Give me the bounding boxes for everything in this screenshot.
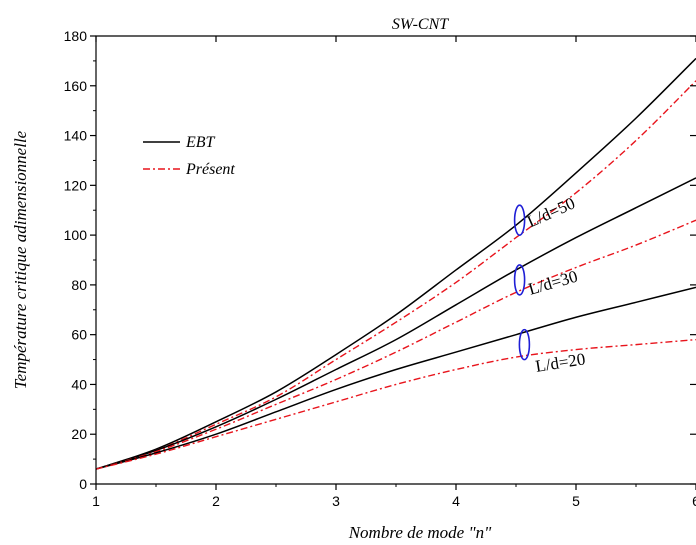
- legend-label: EBT: [185, 134, 216, 151]
- x-tick-label: 3: [332, 493, 340, 509]
- x-tick-label: 2: [212, 493, 220, 509]
- annotation-ellipse: [513, 204, 526, 236]
- y-tick-label: 40: [71, 376, 87, 392]
- y-tick-label: 60: [71, 327, 87, 343]
- annotation-label: L/d=30: [526, 267, 579, 299]
- annotation-ellipse: [518, 328, 531, 361]
- y-tick-label: 120: [64, 177, 88, 193]
- series-line-ld30-prsent: [96, 219, 696, 470]
- y-tick-label: 0: [79, 476, 87, 492]
- series-line-ld20-ebt: [96, 286, 696, 470]
- chart-title: SW-CNT: [392, 16, 449, 33]
- series-line-ld50-prsent: [96, 80, 696, 470]
- annotation-label: L/d=50: [524, 194, 578, 232]
- legend: EBT Présent: [143, 134, 235, 178]
- annotation-ellipse: [513, 264, 526, 296]
- legend-label: Présent: [185, 161, 235, 178]
- x-tick-label: 1: [92, 493, 100, 509]
- series-layer: [96, 57, 696, 470]
- axes-frame: [95, 35, 696, 485]
- y-tick-label: 160: [64, 78, 88, 94]
- series-line-ld30-ebt: [96, 177, 696, 470]
- annotation-layer: L/d=50L/d=30L/d=20: [513, 194, 587, 376]
- axes-layer: 123456020406080100120140160180: [64, 28, 696, 509]
- series-line-ld50-ebt: [96, 57, 696, 470]
- y-tick-label: 100: [64, 227, 88, 243]
- y-tick-label: 140: [64, 128, 88, 144]
- x-axis-title: Nombre de mode "n": [348, 523, 492, 542]
- y-tick-label: 80: [71, 277, 87, 293]
- series-line-ld20-prsent: [96, 338, 696, 470]
- y-tick-label: 20: [71, 426, 87, 442]
- y-axis-title: Température critique adimensionnelle: [11, 130, 30, 389]
- x-tick-label: 6: [692, 493, 696, 509]
- y-tick-label: 180: [64, 28, 88, 44]
- x-tick-label: 4: [452, 493, 460, 509]
- x-tick-label: 5: [572, 493, 580, 509]
